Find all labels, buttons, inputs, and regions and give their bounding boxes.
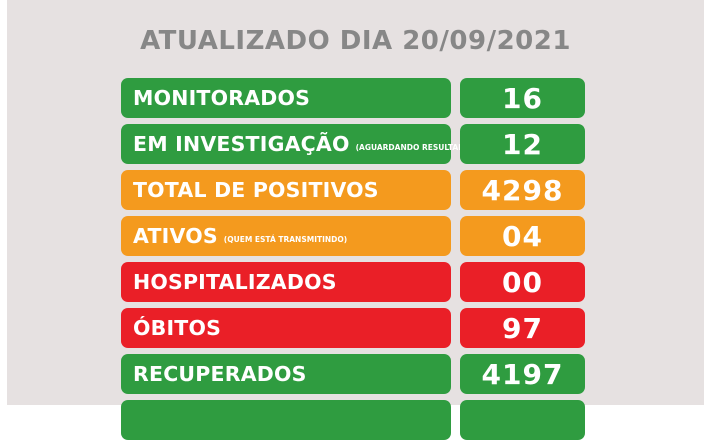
row-value: 00 (460, 262, 585, 302)
label-box: RECUPERADOS (121, 354, 451, 394)
row-monitorados: MONITORADOS 16 (121, 78, 592, 118)
row-label: TOTAL DE POSITIVOS (133, 178, 379, 202)
row-label: ATIVOS (133, 224, 218, 248)
row-value: 97 (460, 308, 585, 348)
row-value: 04 (460, 216, 585, 256)
row-ativos: ATIVOS (QUEM ESTÁ TRANSMITINDO) 04 (121, 216, 592, 256)
row-recuperados: RECUPERADOS 4197 (121, 354, 592, 394)
row-em-investigacao: EM INVESTIGAÇÃO (AGUARDANDO RESULTADO) 1… (121, 124, 592, 164)
label-box: HOSPITALIZADOS (121, 262, 451, 302)
row-value: 16 (460, 78, 585, 118)
row-label: MONITORADOS (133, 86, 311, 110)
row-label: ÓBITOS (133, 316, 222, 340)
row-value: 4298 (460, 170, 585, 210)
label-box: TOTAL DE POSITIVOS (121, 170, 451, 210)
row-value: 12 (460, 124, 585, 164)
row-label: HOSPITALIZADOS (133, 270, 337, 294)
label-box: MONITORADOS (121, 78, 451, 118)
row-label: RECUPERADOS (133, 362, 307, 386)
label-box: ÓBITOS (121, 308, 451, 348)
value-box (460, 400, 585, 440)
label-box: ATIVOS (QUEM ESTÁ TRANSMITINDO) (121, 216, 451, 256)
label-box: EM INVESTIGAÇÃO (AGUARDANDO RESULTADO) (121, 124, 474, 164)
row-hospitalizados: HOSPITALIZADOS 00 (121, 262, 592, 302)
row-label: EM INVESTIGAÇÃO (133, 132, 350, 156)
label-box (121, 400, 451, 440)
row-sublabel: (QUEM ESTÁ TRANSMITINDO) (223, 234, 348, 244)
row-total-positivos: TOTAL DE POSITIVOS 4298 (121, 170, 592, 210)
row-obitos: ÓBITOS 97 (121, 308, 592, 348)
row-sublabel: (AGUARDANDO RESULTADO) (355, 142, 475, 152)
bulletin-card: ATUALIZADO DIA 20/09/2021 MONITORADOS 16… (7, 0, 704, 440)
row-value: 4197 (460, 354, 585, 394)
row-partial-next (121, 400, 592, 440)
update-date-title: ATUALIZADO DIA 20/09/2021 (140, 26, 571, 56)
